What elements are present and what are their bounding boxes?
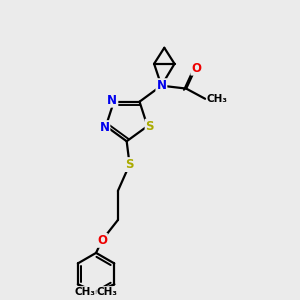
Text: S: S	[125, 158, 134, 171]
Text: O: O	[191, 62, 201, 75]
Text: O: O	[97, 234, 107, 247]
Text: CH₃: CH₃	[97, 287, 118, 297]
Text: CH₃: CH₃	[74, 287, 95, 297]
Text: N: N	[99, 121, 110, 134]
Text: S: S	[146, 120, 154, 133]
Text: N: N	[156, 79, 167, 92]
Text: CH₃: CH₃	[207, 94, 228, 104]
Text: N: N	[107, 94, 117, 107]
